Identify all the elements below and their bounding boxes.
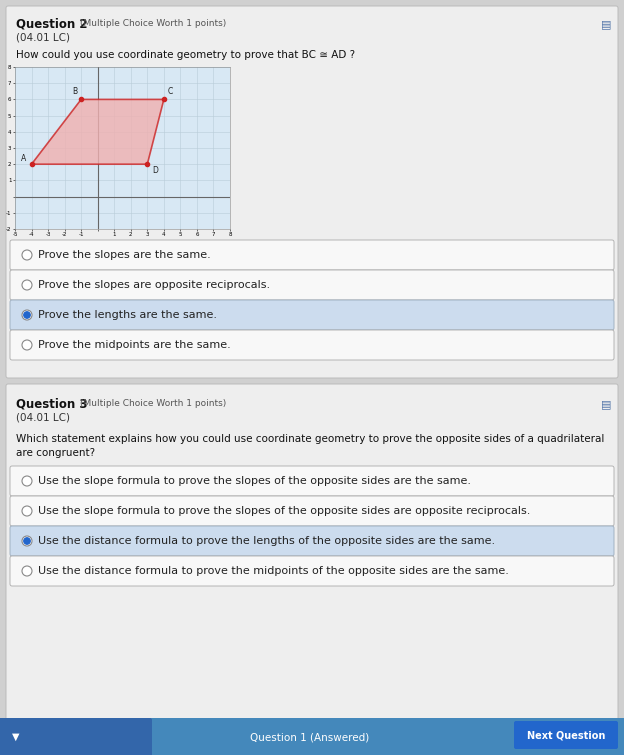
- FancyBboxPatch shape: [10, 300, 614, 330]
- Text: (Multiple Choice Worth 1 points): (Multiple Choice Worth 1 points): [80, 399, 227, 408]
- Text: D: D: [152, 166, 158, 175]
- FancyBboxPatch shape: [0, 718, 624, 755]
- Text: Question 1 (Answered): Question 1 (Answered): [250, 732, 369, 742]
- FancyBboxPatch shape: [10, 466, 614, 496]
- Circle shape: [22, 536, 32, 546]
- FancyBboxPatch shape: [10, 330, 614, 360]
- Polygon shape: [32, 100, 164, 164]
- Text: (Multiple Choice Worth 1 points): (Multiple Choice Worth 1 points): [80, 20, 227, 29]
- FancyBboxPatch shape: [0, 718, 152, 755]
- Circle shape: [22, 250, 32, 260]
- FancyBboxPatch shape: [10, 556, 614, 586]
- Text: A: A: [21, 153, 27, 162]
- Circle shape: [22, 566, 32, 576]
- Circle shape: [22, 280, 32, 290]
- Text: Question 2: Question 2: [16, 17, 87, 30]
- FancyBboxPatch shape: [6, 384, 618, 738]
- Text: Prove the slopes are the same.: Prove the slopes are the same.: [38, 250, 211, 260]
- Text: (04.01 LC): (04.01 LC): [16, 33, 70, 43]
- Circle shape: [24, 312, 30, 318]
- Text: (04.01 LC): (04.01 LC): [16, 413, 70, 423]
- Text: Prove the lengths are the same.: Prove the lengths are the same.: [38, 310, 217, 320]
- Text: B: B: [73, 87, 78, 96]
- FancyBboxPatch shape: [10, 526, 614, 556]
- Circle shape: [22, 506, 32, 516]
- Text: Next Question: Next Question: [527, 730, 605, 740]
- Text: Use the slope formula to prove the slopes of the opposite sides are opposite rec: Use the slope formula to prove the slope…: [38, 506, 530, 516]
- Text: ▼: ▼: [12, 732, 19, 742]
- Text: Use the distance formula to prove the midpoints of the opposite sides are the sa: Use the distance formula to prove the mi…: [38, 566, 509, 576]
- Text: Use the slope formula to prove the slopes of the opposite sides are the same.: Use the slope formula to prove the slope…: [38, 476, 471, 486]
- Text: ▤: ▤: [602, 399, 612, 409]
- Text: Use the distance formula to prove the lengths of the opposite sides are the same: Use the distance formula to prove the le…: [38, 536, 495, 546]
- FancyBboxPatch shape: [514, 721, 618, 749]
- FancyBboxPatch shape: [10, 496, 614, 526]
- Text: Question 3: Question 3: [16, 397, 87, 411]
- FancyBboxPatch shape: [10, 270, 614, 300]
- Text: C: C: [167, 87, 172, 96]
- FancyBboxPatch shape: [6, 6, 618, 378]
- Circle shape: [22, 340, 32, 350]
- Text: How could you use coordinate geometry to prove that BC ≅ AD ?: How could you use coordinate geometry to…: [16, 50, 355, 60]
- FancyBboxPatch shape: [10, 240, 614, 270]
- Circle shape: [22, 476, 32, 486]
- Text: Which statement explains how you could use coordinate geometry to prove the oppo: Which statement explains how you could u…: [16, 434, 605, 458]
- Text: ▤: ▤: [602, 19, 612, 29]
- Text: Prove the midpoints are the same.: Prove the midpoints are the same.: [38, 340, 231, 350]
- Circle shape: [22, 310, 32, 320]
- Circle shape: [24, 538, 30, 544]
- Text: Prove the slopes are opposite reciprocals.: Prove the slopes are opposite reciprocal…: [38, 280, 270, 290]
